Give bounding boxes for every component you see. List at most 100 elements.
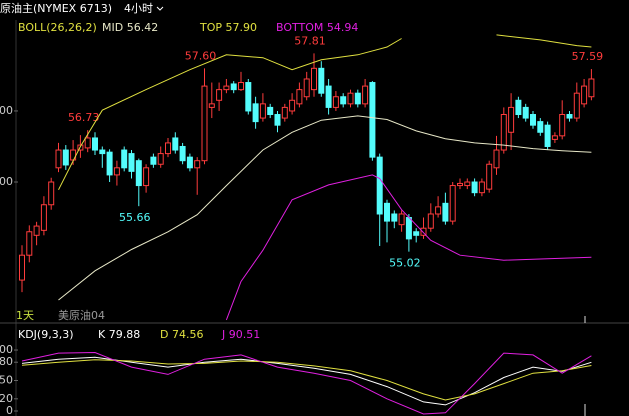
- indicator-line: [21, 359, 592, 401]
- candle-body: [508, 106, 515, 133]
- y-tick-label: 20: [0, 392, 13, 405]
- candle-body: [457, 182, 463, 187]
- indicator-label: KDJ(9,3,3): [18, 328, 74, 341]
- y-tick-label: 100: [0, 343, 13, 356]
- candle-body: [208, 103, 215, 108]
- y-tick-label: 80: [0, 355, 13, 368]
- candle-body: [500, 114, 507, 151]
- candle-body: [194, 160, 201, 169]
- candle-body: [252, 103, 259, 123]
- candle-body: [186, 156, 193, 169]
- candle-body: [332, 96, 339, 108]
- extreme-label: 55.66: [119, 211, 151, 224]
- candle-body: [150, 156, 157, 165]
- candle-body: [427, 213, 434, 229]
- symbol: 原油主(NYMEX 6713): [0, 1, 112, 15]
- candle-body: [530, 114, 536, 126]
- legend-entry: MID 56.42: [102, 21, 158, 34]
- contract-label: 美原油04: [58, 308, 105, 322]
- extreme-label: 57.59: [572, 50, 604, 63]
- candle-body: [84, 137, 91, 149]
- candle-body: [245, 82, 252, 112]
- indicator-line: [225, 174, 592, 321]
- candle-body: [486, 163, 493, 190]
- candle-body: [259, 103, 266, 119]
- candle-body: [62, 149, 69, 166]
- candle-body: [522, 106, 529, 119]
- period-label: 1天: [16, 309, 34, 322]
- candle-body: [435, 206, 442, 215]
- candle-body: [303, 78, 310, 98]
- candle-body: [289, 99, 296, 112]
- y-tick-label: 0: [6, 404, 13, 416]
- candle-body: [92, 137, 98, 151]
- indicator-line: [58, 34, 592, 191]
- candle-body: [573, 92, 580, 119]
- candle-body: [172, 137, 179, 151]
- candle-body: [106, 151, 113, 176]
- candle-body: [19, 254, 25, 281]
- extreme-label: 56.73: [68, 111, 100, 124]
- y-tick-label: 50: [0, 374, 13, 387]
- candle-body: [238, 82, 244, 91]
- candle-body: [347, 92, 354, 105]
- legend-entry: D 74.56: [160, 328, 203, 341]
- candle-body: [33, 225, 40, 236]
- candle-body: [121, 149, 128, 169]
- candle-body: [143, 167, 150, 187]
- legend-entry: K 79.88: [98, 328, 140, 341]
- candle-body: [420, 227, 427, 236]
- candle-body: [128, 153, 135, 172]
- candle-body: [405, 217, 412, 240]
- candle-body: [230, 83, 237, 91]
- candle-body: [581, 85, 588, 105]
- y-tick-label: 57.00: [0, 104, 13, 117]
- indicator-line: [21, 356, 592, 406]
- candle-body: [281, 106, 288, 119]
- candle-body: [464, 181, 471, 187]
- extreme-label: 57.81: [294, 34, 326, 47]
- legend-entry: BOTTOM 54.94: [276, 21, 358, 34]
- period[interactable]: 4小时: [124, 2, 153, 15]
- legend-entry: J 90.51: [221, 328, 260, 341]
- candle-body: [318, 67, 325, 94]
- candle-body: [216, 89, 223, 101]
- legend-entry: TOP 57.90: [199, 21, 257, 34]
- candle-body: [296, 89, 303, 105]
- candle-body: [135, 160, 142, 187]
- candle-body: [376, 156, 383, 215]
- candle-body: [157, 153, 164, 165]
- candle-body: [369, 82, 376, 158]
- candle-body: [413, 231, 420, 236]
- indicator-label: BOLL(26,26,2): [18, 21, 97, 34]
- candle-body: [384, 202, 390, 222]
- candle-body: [55, 149, 62, 169]
- candle-body: [493, 149, 500, 169]
- candle-body: [26, 231, 33, 256]
- candle-body: [442, 202, 449, 222]
- candle-body: [559, 114, 566, 137]
- candle-body: [544, 124, 551, 147]
- candle-body: [588, 78, 595, 98]
- extreme-label: 55.02: [389, 257, 421, 270]
- candle-body: [99, 149, 106, 155]
- candle-body: [179, 145, 186, 162]
- y-tick-label: 56.00: [0, 175, 13, 188]
- candle-body: [340, 96, 347, 105]
- candle-body: [201, 85, 208, 162]
- period-chevron[interactable]: [156, 6, 164, 11]
- candle-body: [566, 114, 573, 119]
- candle-body: [223, 85, 230, 91]
- candle-body: [274, 114, 281, 126]
- candle-body: [354, 92, 361, 105]
- candle-body: [471, 181, 478, 194]
- candle-body: [391, 213, 398, 222]
- candle-body: [478, 181, 485, 194]
- candle-body: [537, 121, 544, 133]
- extreme-label: 57.60: [185, 49, 217, 62]
- candle-body: [311, 67, 317, 91]
- candle-body: [551, 135, 558, 140]
- candle-body: [325, 85, 332, 108]
- candle-body: [398, 213, 405, 226]
